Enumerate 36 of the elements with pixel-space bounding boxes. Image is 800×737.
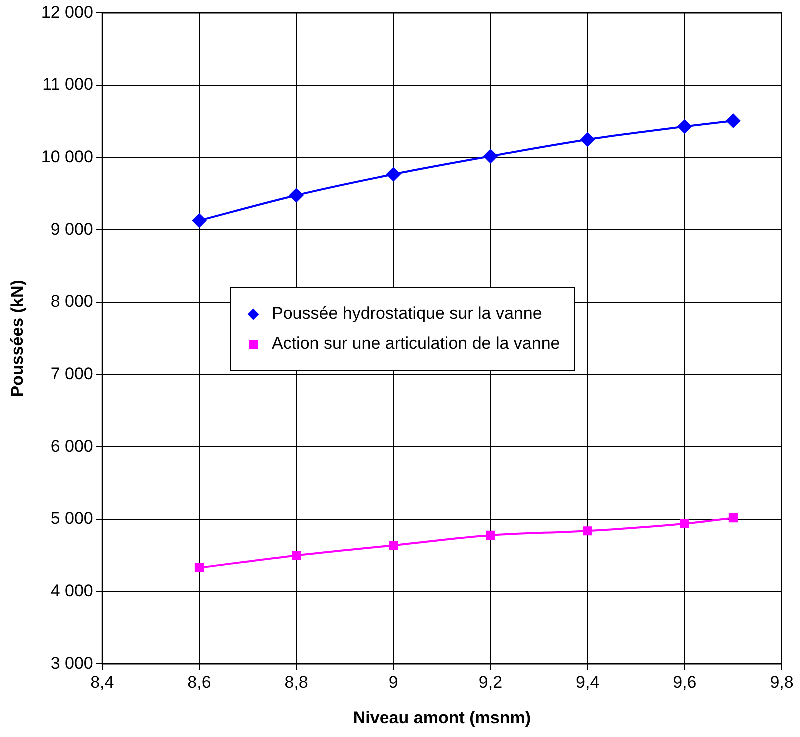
point: [192, 214, 206, 228]
y-tick-label: 7 000: [50, 364, 94, 384]
y-tick-label: 10 000: [41, 148, 94, 167]
y-tick-label: 5 000: [50, 509, 94, 528]
point: [680, 519, 690, 528]
point: [486, 530, 496, 540]
x-tick-label: 8,4: [90, 673, 114, 692]
x-tick-label: 9,2: [478, 673, 503, 692]
point: [386, 168, 401, 182]
y-tick-label: 12 000: [41, 2, 94, 22]
legend-label: Poussée hydrostatique sur la vanne: [272, 304, 542, 324]
point: [389, 541, 398, 550]
x-tick-label: 9,8: [770, 673, 794, 692]
y-tick-label: 11 000: [42, 75, 94, 94]
legend-label: Action sur une articulation de la vanne: [272, 334, 560, 354]
y-tick-label: 8 000: [50, 292, 94, 312]
point: [678, 120, 692, 134]
y-tick-label: 3 000: [50, 654, 94, 673]
point: [194, 563, 204, 573]
x-tick-label: 9,4: [576, 673, 600, 692]
point: [580, 132, 595, 147]
y-tick-label: 9 000: [50, 220, 94, 239]
point: [728, 514, 738, 523]
point: [583, 526, 592, 536]
x-axis-title: Niveau amont (msnm): [353, 708, 531, 728]
point: [726, 114, 740, 128]
point: [484, 149, 498, 164]
x-tick-label: 8,8: [284, 673, 308, 692]
y-tick-label: 6 000: [50, 436, 94, 456]
x-tick-label: 8,6: [188, 673, 212, 692]
y-tick-label: 4 000: [50, 582, 94, 601]
x-tick-label: 9: [388, 673, 398, 692]
point: [292, 551, 302, 560]
y-axis-title: Poussées (kN): [8, 280, 27, 398]
point: [290, 188, 304, 202]
x-tick-label: 9,6: [673, 673, 697, 692]
